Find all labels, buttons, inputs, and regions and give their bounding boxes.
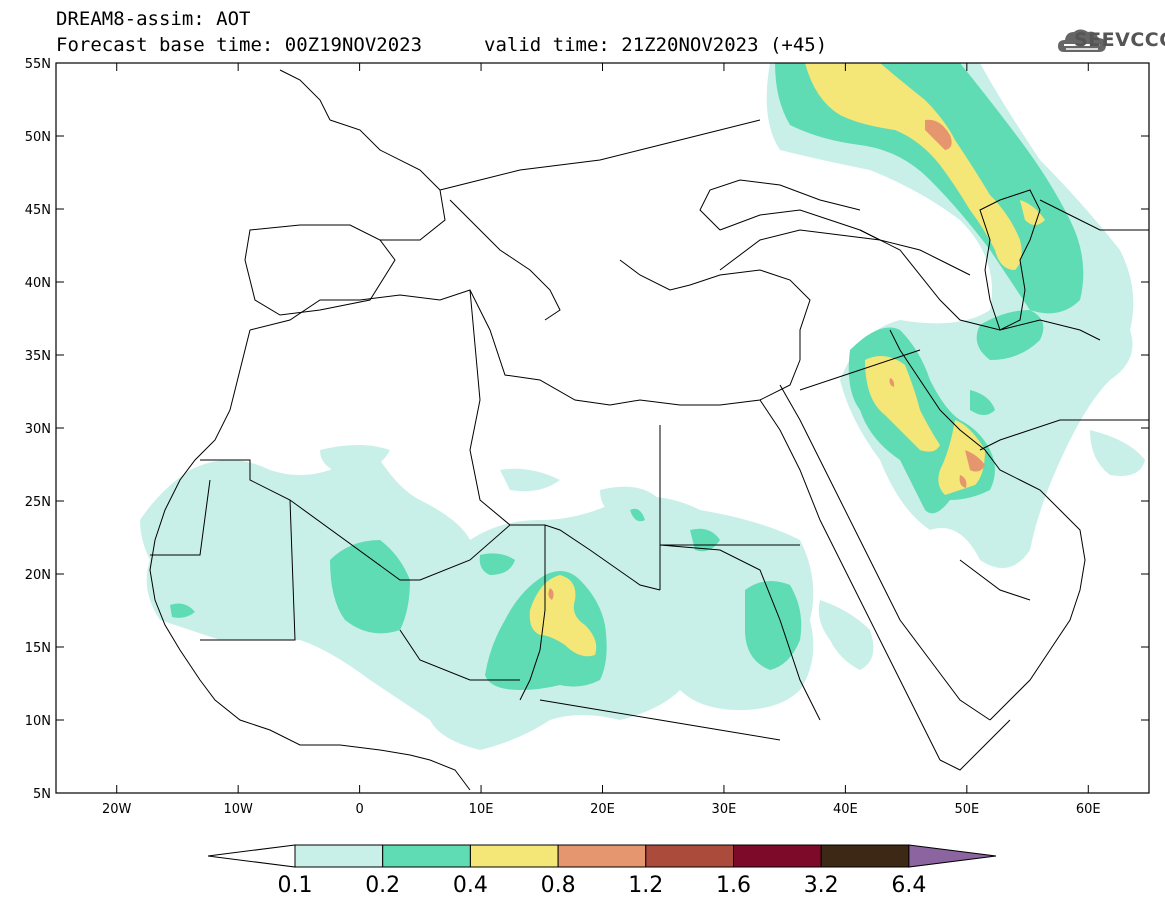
lon-label: 50E (954, 802, 979, 817)
cloud-logo-icon (1058, 29, 1106, 52)
colorbar-label: 6.4 (891, 873, 926, 898)
lon-label: 30E (712, 802, 737, 817)
colorbar-swatch (557, 844, 647, 868)
lon-label: 60E (1076, 802, 1101, 817)
colorbar-label: 0.4 (453, 873, 488, 898)
colorbar-swatch (733, 844, 822, 868)
aot-shading-layer (140, 63, 1145, 750)
colorbar-under-triangle (207, 844, 296, 868)
colorbar-swatch (382, 844, 471, 868)
colorbar-label: 3.2 (804, 873, 839, 898)
aot-band-0-4 (529, 63, 1045, 657)
aot-band-0-8 (548, 119, 985, 600)
lat-label: 30N (25, 422, 51, 437)
lat-label: 5N (33, 787, 51, 802)
logo-text: SEEVCCC (1074, 29, 1165, 51)
valid-time: valid time: 21Z20NOV2023 (+45) (484, 34, 828, 56)
colorbar-swatch (469, 844, 559, 868)
lat-label: 45N (25, 203, 51, 218)
colorbar-swatch (645, 844, 734, 868)
lat-label: 20N (25, 568, 51, 583)
colorbar: 0.1 0.2 0.4 0.8 1.2 1.6 3.2 6.4 (207, 844, 997, 898)
lat-label: 55N (25, 57, 51, 72)
latitude-axis: 55N 50N 45N 40N 35N 30N 25N 20N 15N 10N 5N (25, 57, 1149, 802)
lat-label: 35N (25, 349, 51, 364)
longitude-axis: 20W 10W 0 10E 20E 30E 40E 50E 60E (102, 63, 1101, 817)
colorbar-swatch (820, 844, 910, 868)
lat-label: 50N (25, 130, 51, 145)
lat-label: 40N (25, 276, 51, 291)
coastlines-borders (149, 69, 1149, 791)
colorbar-label: 1.2 (628, 873, 663, 898)
map-title: DREAM8-assim: AOT (56, 8, 251, 30)
lon-label: 0 (355, 802, 363, 817)
lon-label: 40E (833, 802, 858, 817)
lat-label: 15N (25, 641, 51, 656)
lon-label: 10E (469, 802, 494, 817)
lon-label: 20E (590, 802, 615, 817)
lon-label: 20W (102, 802, 132, 817)
lat-label: 10N (25, 714, 51, 729)
colorbar-label: 1.6 (716, 873, 751, 898)
lon-label: 10W (223, 802, 253, 817)
lat-label: 25N (25, 495, 51, 510)
colorbar-over-triangle (908, 844, 997, 868)
colorbar-label: 0.2 (365, 873, 400, 898)
colorbar-label: 0.1 (278, 873, 313, 898)
forecast-base-time: Forecast base time: 00Z19NOV2023 (56, 34, 423, 56)
colorbar-swatch (294, 844, 384, 868)
colorbar-label: 0.8 (541, 873, 576, 898)
